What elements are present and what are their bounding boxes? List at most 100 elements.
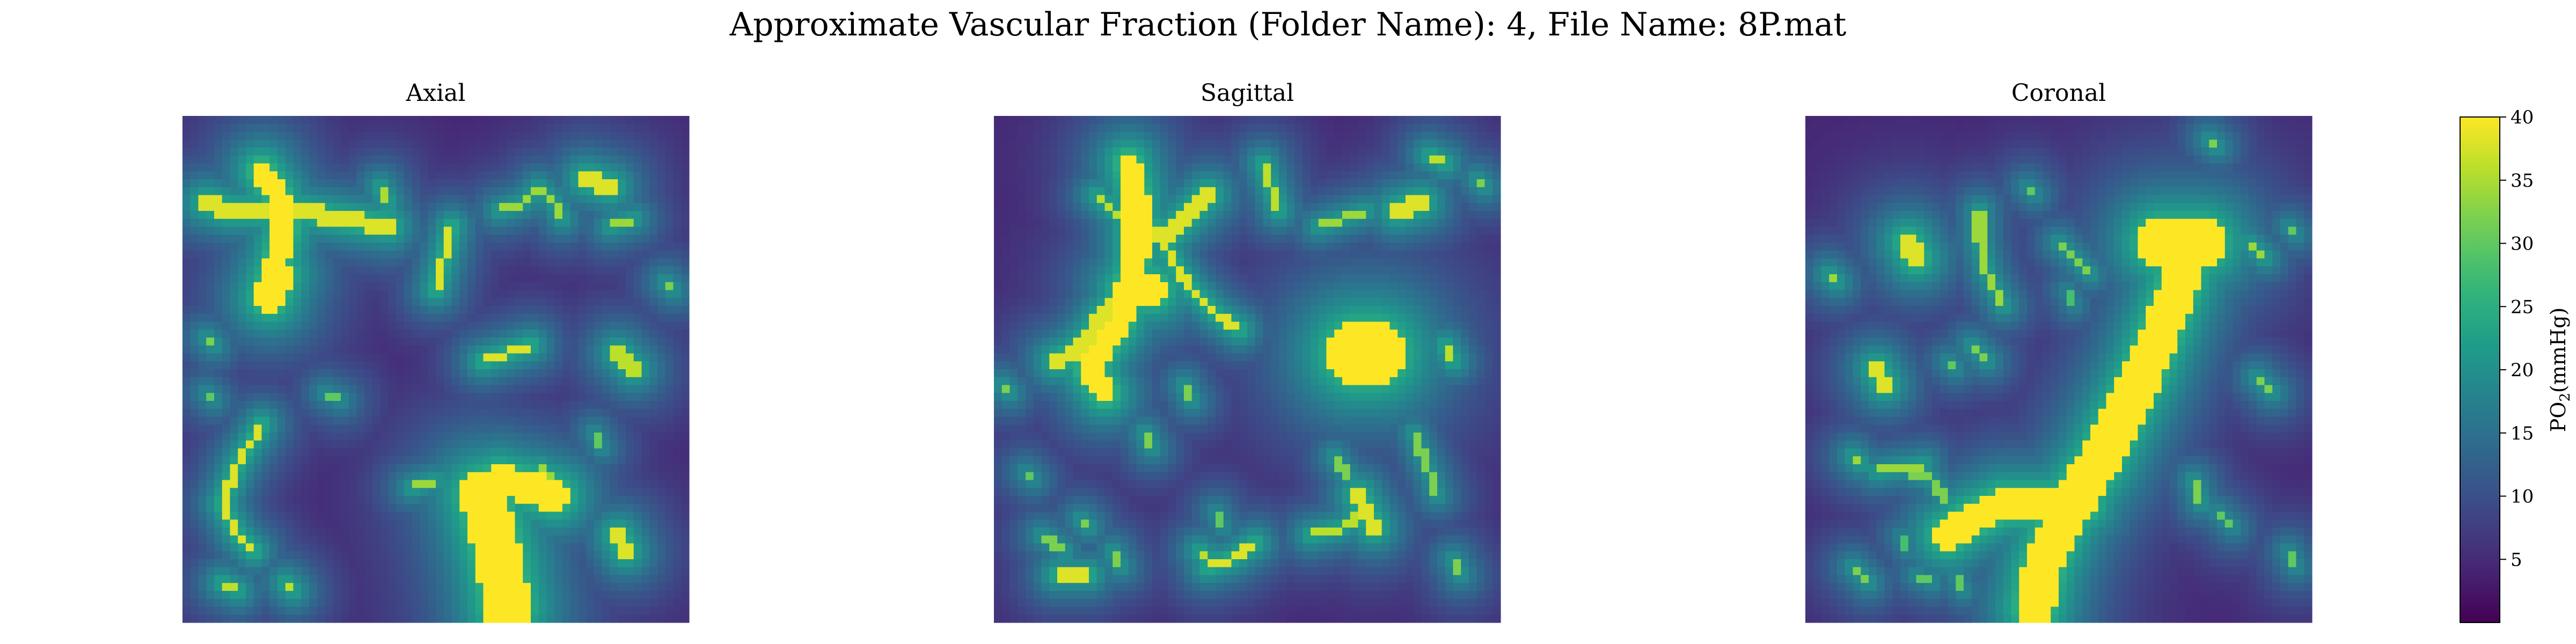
heatmap-cell: [1294, 218, 1303, 228]
heatmap-cell: [499, 235, 508, 243]
heatmap-cell: [570, 131, 579, 140]
heatmap-cell: [491, 258, 500, 267]
heatmap-cell: [214, 416, 223, 425]
heatmap-cell: [451, 464, 460, 473]
heatmap-cell: [602, 330, 611, 338]
heatmap-cell: [1199, 211, 1208, 219]
heatmap-cell: [285, 306, 294, 314]
heatmap-cell: [673, 243, 682, 251]
heatmap-cell: [1057, 155, 1066, 164]
heatmap-cell: [546, 171, 555, 180]
heatmap-cell: [1334, 218, 1343, 228]
heatmap-cell: [341, 266, 349, 275]
heatmap-cell: [483, 369, 492, 378]
heatmap-cell: [618, 140, 626, 148]
heatmap-cell: [1263, 123, 1271, 133]
heatmap-cell: [610, 243, 618, 251]
heatmap-cell: [238, 408, 246, 418]
heatmap-cell: [610, 440, 618, 449]
heatmap-cell: [1191, 203, 1201, 211]
heatmap-cell: [570, 464, 579, 473]
heatmap-cell: [198, 369, 207, 378]
heatmap-cell: [531, 503, 539, 513]
heatmap-cell: [1018, 211, 1026, 219]
heatmap-cell: [681, 345, 690, 354]
heatmap-cell: [372, 575, 381, 583]
heatmap-cell: [428, 614, 436, 623]
heatmap-cell: [618, 179, 626, 188]
heatmap-cell: [1429, 187, 1438, 196]
heatmap-cell: [246, 488, 254, 496]
heatmap-cell: [1104, 179, 1113, 188]
heatmap-cell: [1366, 187, 1374, 196]
heatmap-cell: [348, 211, 357, 219]
heatmap-cell: [1104, 211, 1113, 219]
heatmap-cell: [412, 528, 421, 536]
heatmap-cell: [570, 243, 579, 251]
heatmap-cell: [1057, 116, 1066, 125]
heatmap-cell: [531, 401, 539, 409]
heatmap-cell: [515, 583, 523, 591]
heatmap-cell: [238, 116, 246, 125]
heatmap-cell: [372, 306, 381, 314]
heatmap-cell: [1231, 187, 1240, 196]
heatmap-cell: [198, 614, 207, 623]
heatmap-cell: [523, 353, 531, 362]
heatmap-cell: [1397, 187, 1406, 196]
heatmap-cell: [412, 131, 421, 140]
heatmap-cell: [341, 306, 349, 314]
heatmap-cell: [301, 298, 310, 306]
heatmap-cell: [451, 559, 460, 568]
heatmap-cell: [578, 519, 587, 528]
heatmap-cell: [467, 535, 476, 544]
heatmap-cell: [182, 559, 191, 568]
heatmap-cell: [277, 298, 286, 306]
heatmap-cell: [396, 298, 405, 306]
heatmap-cell: [1136, 211, 1145, 219]
heatmap-cell: [412, 243, 421, 251]
heatmap-cell: [618, 353, 626, 362]
heatmap-cell: [531, 575, 539, 583]
heatmap-cell: [1263, 148, 1271, 156]
heatmap-cell: [277, 488, 286, 496]
heatmap-cell: [602, 472, 611, 481]
heatmap-cell: [333, 408, 341, 418]
heatmap-cell: [404, 591, 413, 599]
heatmap-cell: [570, 496, 579, 504]
heatmap-cell: [1128, 211, 1137, 219]
heatmap-cell: [657, 551, 666, 560]
heatmap-cell: [404, 171, 413, 180]
heatmap-cell: [1492, 116, 1501, 125]
heatmap-cell: [333, 306, 341, 314]
heatmap-cell: [428, 385, 436, 393]
heatmap-cell: [538, 313, 547, 323]
heatmap-cell: [602, 511, 611, 520]
heatmap-cell: [1247, 187, 1256, 196]
heatmap-cell: [341, 511, 349, 520]
heatmap-cell: [1239, 211, 1248, 219]
heatmap-cell: [531, 345, 539, 354]
heatmap-cell: [412, 187, 421, 196]
heatmap-cell: [531, 488, 539, 496]
heatmap-cell: [483, 583, 492, 591]
heatmap-cell: [451, 211, 460, 219]
heatmap-cell: [1208, 155, 1216, 164]
heatmap-cell: [586, 472, 595, 481]
heatmap-cell: [1104, 148, 1113, 156]
heatmap-cell: [396, 575, 405, 583]
heatmap-cell: [1065, 131, 1074, 140]
heatmap-cell: [1096, 195, 1106, 203]
heatmap-cell: [372, 282, 381, 291]
heatmap-cell: [657, 496, 666, 504]
heatmap-cell: [269, 203, 278, 211]
heatmap-cell: [1492, 187, 1501, 196]
heatmap-cell: [499, 408, 508, 418]
heatmap-cell: [238, 218, 246, 228]
heatmap-cell: [491, 511, 500, 520]
heatmap-cell: [182, 543, 191, 552]
heatmap-cell: [602, 551, 611, 560]
heatmap-cell: [222, 425, 231, 433]
heatmap-cell: [1073, 171, 1081, 180]
heatmap-cell: [333, 361, 341, 370]
heatmap-cell: [673, 614, 682, 623]
